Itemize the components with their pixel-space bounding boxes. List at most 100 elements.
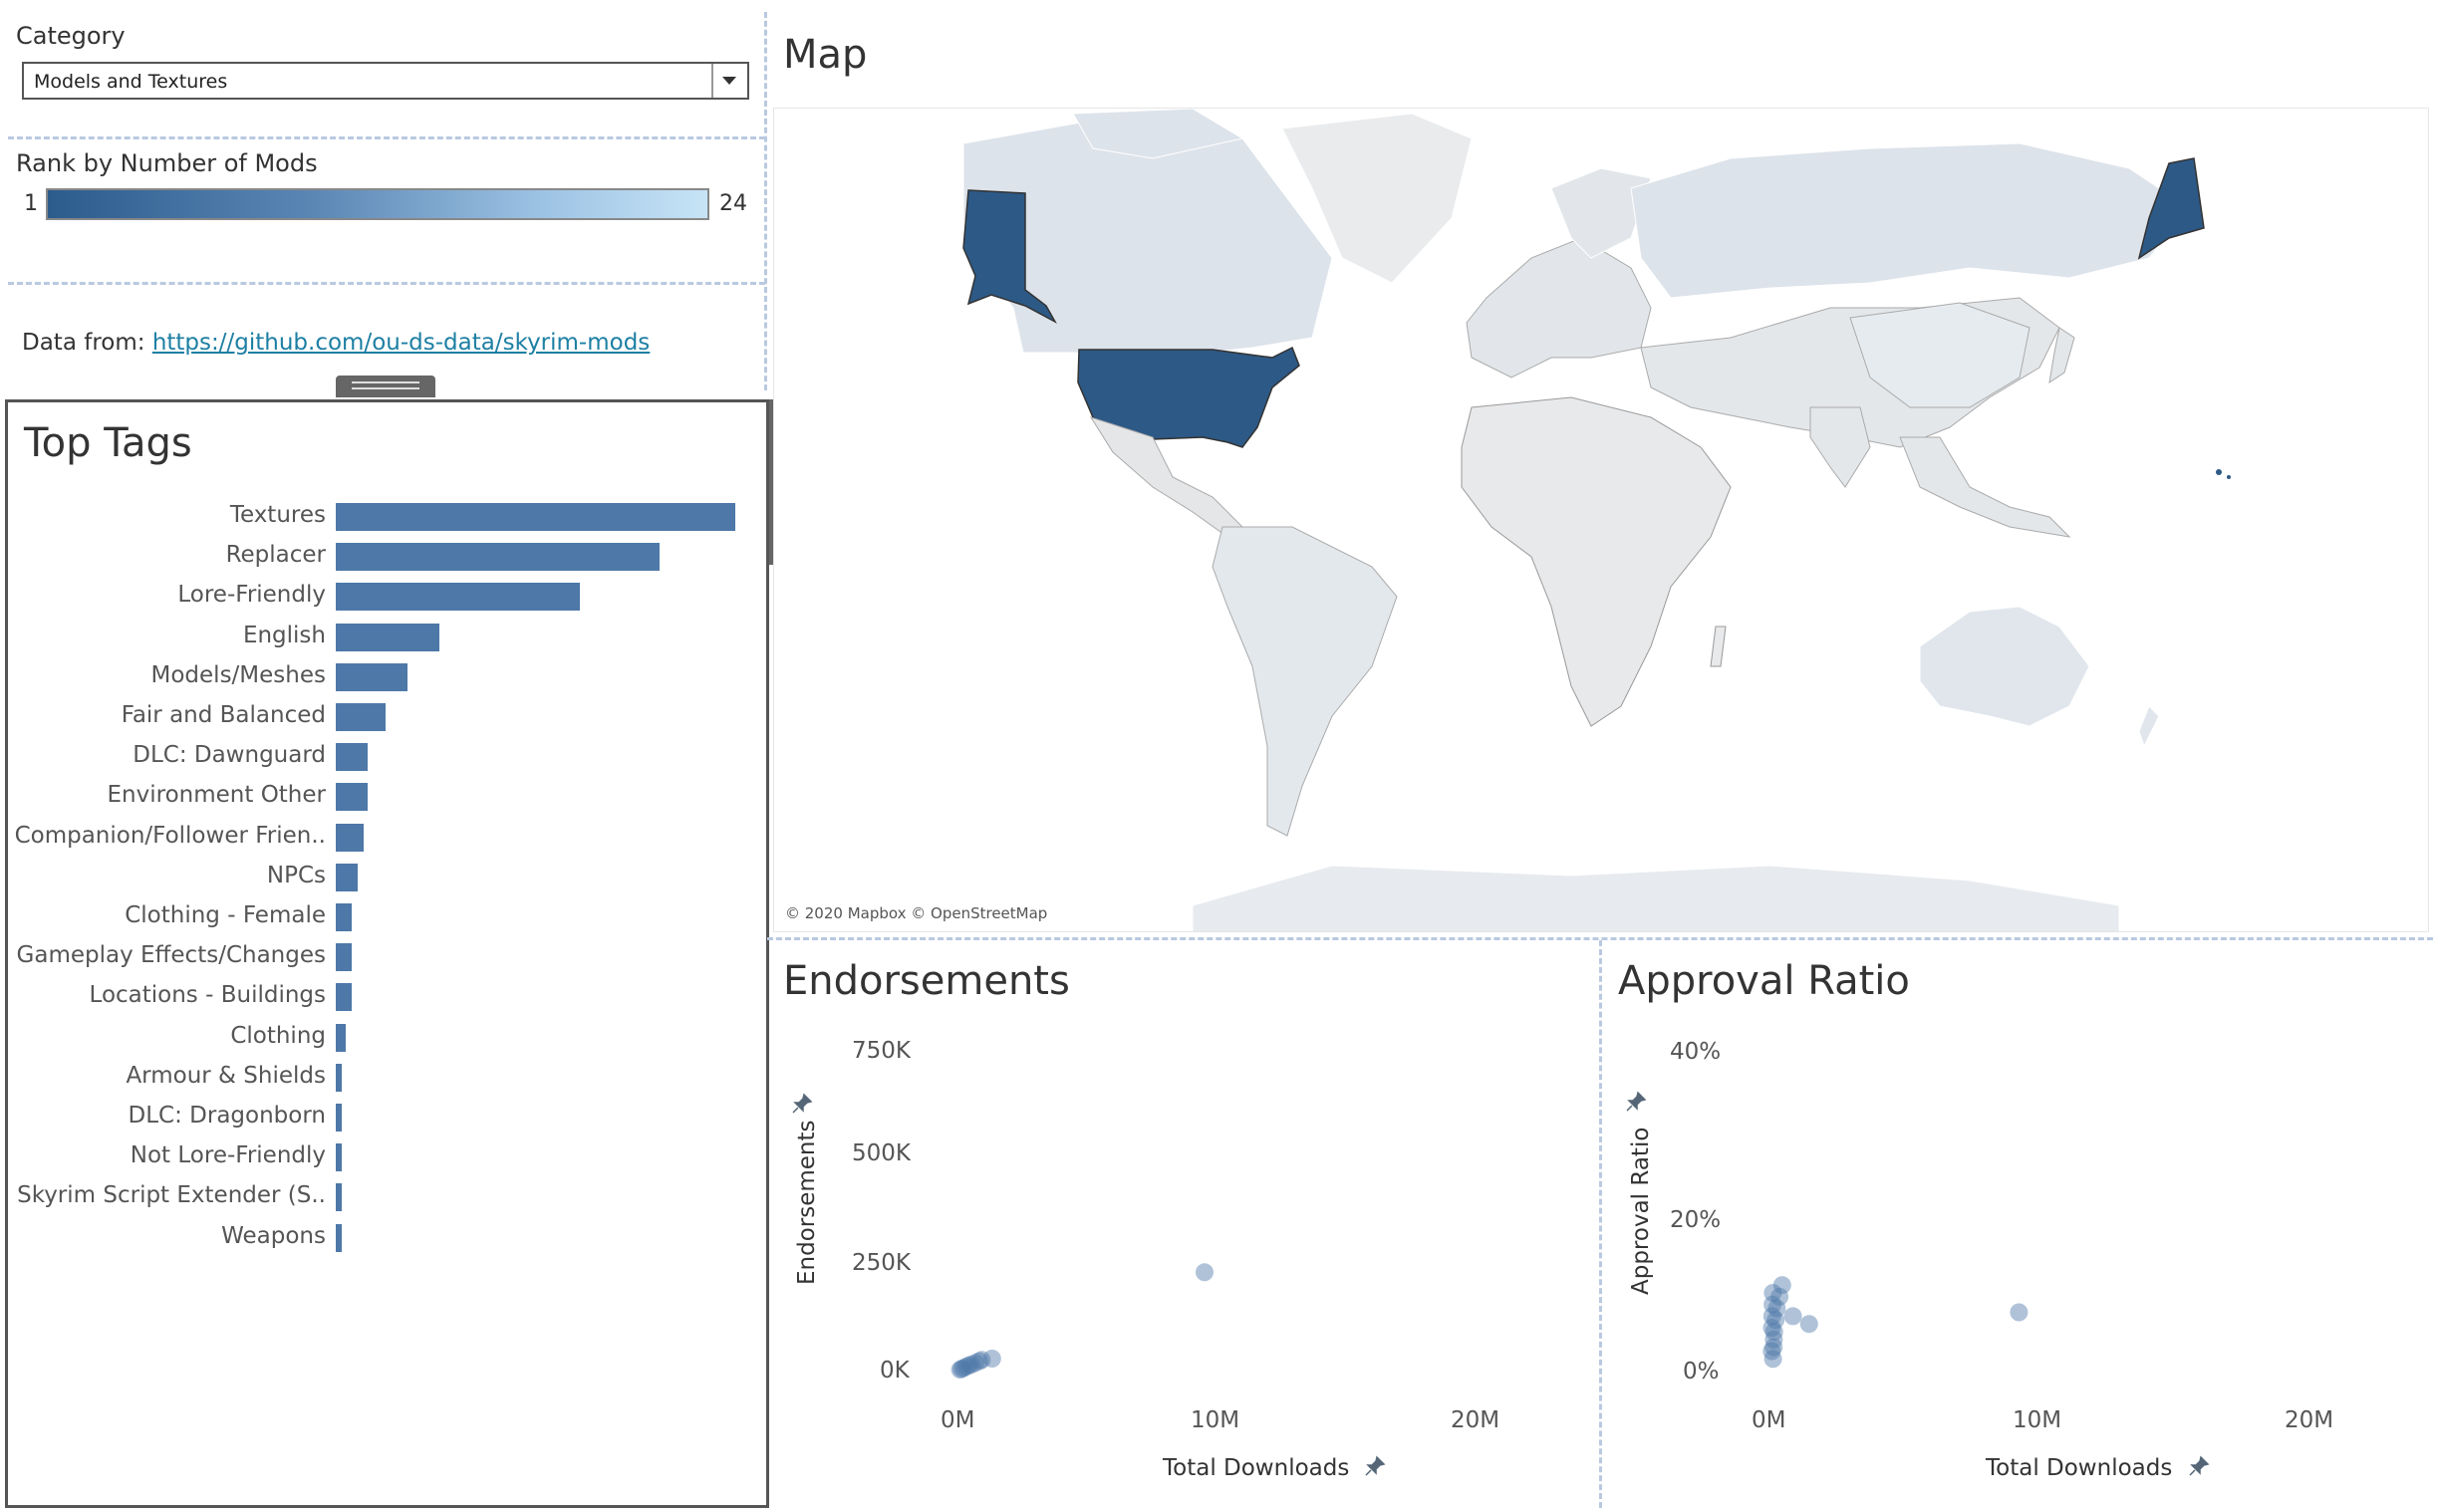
scatter-point[interactable] [1763, 1284, 1782, 1302]
scatter-point[interactable] [1799, 1315, 1818, 1334]
tag-label[interactable]: Armour & Shields [126, 1062, 326, 1089]
scatter-point[interactable] [1783, 1307, 1802, 1326]
x-tick-label: 0M [1752, 1407, 1786, 1433]
tag-bar[interactable] [336, 1104, 342, 1132]
tag-label[interactable]: NPCs [266, 862, 326, 888]
tag-label[interactable]: Locations - Buildings [89, 982, 326, 1009]
approval-ratio-y-axis-title: Approval Ratio [1628, 1127, 1654, 1295]
scatter-point[interactable] [1762, 1319, 1781, 1338]
category-dropdown[interactable]: Models and Textures [22, 62, 749, 100]
tag-bar[interactable] [336, 1143, 342, 1172]
scatter-point[interactable] [1763, 1295, 1782, 1314]
tag-bar[interactable] [336, 543, 660, 572]
tag-label[interactable]: Lore-Friendly [177, 582, 326, 609]
top-tags-title: Top Tags [24, 420, 192, 466]
y-tick-label: 40% [1670, 1039, 1722, 1065]
pin-icon[interactable] [1625, 1091, 1647, 1113]
scatter-point[interactable] [952, 1360, 971, 1379]
tag-label[interactable]: Fair and Balanced [121, 702, 326, 728]
tag-bar[interactable] [336, 823, 365, 852]
tag-label[interactable]: Textures [229, 502, 326, 528]
y-tick-label: 20% [1670, 1207, 1722, 1233]
scatter-point[interactable] [1762, 1307, 1781, 1326]
tag-label[interactable]: Clothing [230, 1022, 326, 1049]
world-map[interactable] [773, 108, 2429, 932]
approval-ratio-scatter-plot[interactable] [1754, 1046, 2341, 1394]
scatter-point[interactable] [1764, 1330, 1783, 1349]
scatter-point[interactable] [1767, 1299, 1786, 1318]
map-attribution[interactable]: © 2020 Mapbox © OpenStreetMap [785, 904, 1048, 922]
scatter-point[interactable] [982, 1350, 1001, 1368]
map-title: Map [783, 32, 868, 78]
alaska-shape [962, 189, 1057, 324]
category-value: Models and Textures [34, 71, 228, 93]
tag-label[interactable]: Models/Meshes [150, 661, 326, 688]
greenland-shape [1281, 113, 1473, 284]
tag-label[interactable]: DLC: Dragonborn [128, 1103, 326, 1129]
x-tick-label: 20M [1451, 1407, 1500, 1433]
scatter-point[interactable] [1762, 1342, 1781, 1361]
scatter-point[interactable] [972, 1351, 991, 1370]
tag-label[interactable]: Not Lore-Friendly [130, 1142, 326, 1169]
scatter-point[interactable] [956, 1358, 975, 1377]
scatter-point[interactable] [1770, 1287, 1789, 1306]
scatter-point[interactable] [1764, 1323, 1783, 1341]
pin-icon[interactable] [1364, 1455, 1386, 1477]
tag-bar[interactable] [336, 983, 353, 1012]
data-source-link[interactable]: https://github.com/ou-ds-data/skyrim-mod… [151, 330, 651, 356]
tag-bar[interactable] [336, 783, 369, 812]
tag-label[interactable]: Skyrim Script Extender (S.. [17, 1182, 326, 1209]
tag-bar[interactable] [336, 903, 353, 931]
tag-bar[interactable] [336, 943, 353, 972]
scatter-point[interactable] [950, 1361, 969, 1380]
tag-label[interactable]: Clothing - Female [125, 902, 326, 928]
hawaii-shape [2216, 469, 2222, 475]
category-label: Category [16, 22, 126, 50]
scatter-point[interactable] [962, 1356, 980, 1374]
approval-ratio-title: Approval Ratio [1618, 958, 1910, 1004]
scatter-point[interactable] [954, 1359, 973, 1378]
tag-bar[interactable] [336, 1183, 342, 1212]
tag-bar[interactable] [336, 703, 387, 731]
tag-bar[interactable] [336, 503, 735, 531]
endorsements-scatter-plot[interactable] [937, 1036, 1514, 1394]
tag-label[interactable]: Environment Other [107, 782, 326, 809]
tag-label[interactable]: Replacer [225, 542, 326, 569]
scatter-point[interactable] [1763, 1350, 1782, 1369]
tag-label[interactable]: English [242, 622, 326, 648]
pin-icon[interactable] [791, 1093, 813, 1115]
tag-label[interactable]: Companion/Follower Frien.. [14, 822, 326, 849]
tag-bar[interactable] [336, 1023, 347, 1052]
scatter-point[interactable] [965, 1354, 984, 1373]
drag-handle[interactable] [336, 376, 435, 397]
divider [764, 12, 767, 390]
rank-min: 1 [24, 191, 38, 216]
chevron-down-icon [722, 77, 736, 85]
australia-shape [1919, 606, 2090, 727]
world-map-svg [962, 109, 2231, 931]
tag-bar[interactable] [336, 1063, 342, 1092]
y-tick-label: 250K [852, 1250, 911, 1276]
india-shape [1809, 406, 1871, 488]
tag-bar[interactable] [336, 1223, 342, 1252]
pin-icon[interactable] [2188, 1455, 2210, 1477]
tag-label[interactable]: Weapons [221, 1222, 326, 1249]
tag-label[interactable]: Gameplay Effects/Changes [16, 942, 326, 969]
arctic-islands-shape [1072, 109, 1244, 159]
tag-bar[interactable] [336, 583, 580, 612]
tag-bar[interactable] [336, 623, 440, 651]
scatter-point[interactable] [1764, 1338, 1783, 1357]
x-tick-label: 10M [1191, 1407, 1240, 1433]
dropdown-arrow-button[interactable] [711, 64, 747, 98]
scatter-point[interactable] [969, 1352, 988, 1371]
tag-label[interactable]: DLC: Dawnguard [133, 742, 326, 769]
scatter-point[interactable] [959, 1356, 978, 1375]
tag-bar[interactable] [336, 662, 408, 691]
scatter-point[interactable] [1766, 1311, 1785, 1330]
scatter-point[interactable] [1772, 1276, 1791, 1295]
japan-shape [2048, 327, 2075, 384]
scatter-point[interactable] [2010, 1303, 2029, 1322]
tag-bar[interactable] [336, 863, 359, 891]
scatter-point[interactable] [1196, 1263, 1214, 1282]
tag-bar[interactable] [336, 743, 369, 772]
